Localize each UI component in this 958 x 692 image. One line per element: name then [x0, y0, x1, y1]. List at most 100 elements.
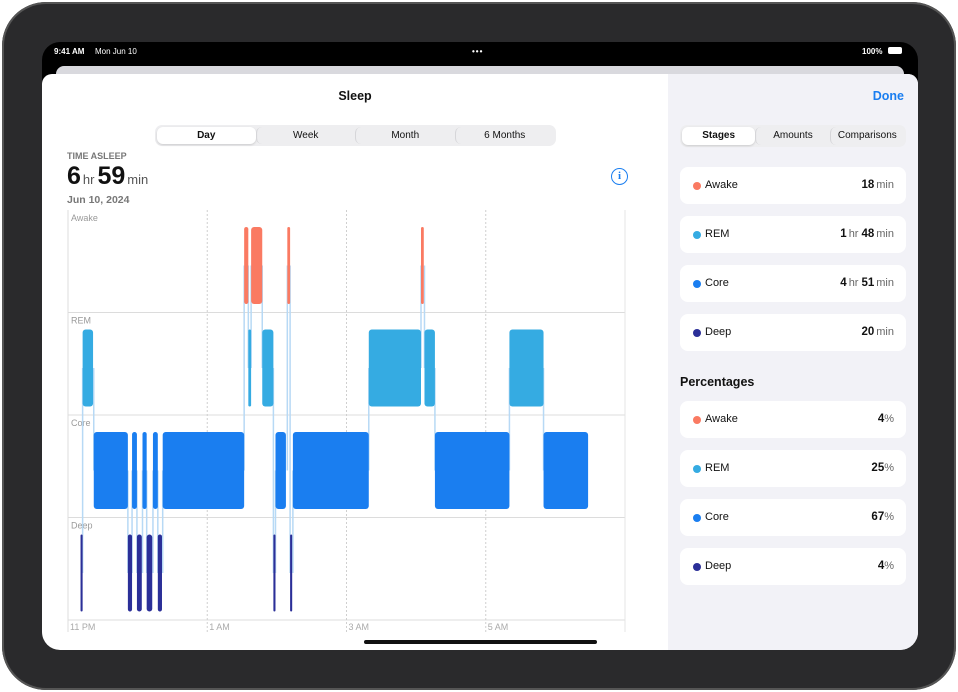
- hours-unit: hr: [82, 172, 95, 187]
- duration-unit: min: [876, 326, 894, 338]
- sleep-segment: [152, 432, 158, 509]
- sleep-segment: [127, 534, 133, 612]
- sleep-chart: Awake REM Core Deep 11 PM 1 AM 3 AM 5 AM: [67, 210, 626, 632]
- sleep-segment: [80, 534, 83, 612]
- sleep-sheet: Sleep Day Week Month 6 Months TIME ASLEEP 6…: [42, 74, 918, 650]
- minutes-unit: min: [127, 172, 149, 187]
- x-tick-label: 1 AM: [209, 622, 230, 632]
- percentage: 67%: [871, 511, 894, 523]
- duration-value: 51: [861, 277, 875, 289]
- tab[interactable]: Amounts: [755, 127, 829, 145]
- sleep-segment: [292, 432, 369, 509]
- duration-value: 4: [840, 277, 847, 289]
- sleep-segment: [146, 534, 153, 612]
- x-tick-label: 5 AM: [488, 622, 509, 632]
- sleep-segment: [424, 329, 435, 407]
- sleep-segment: [157, 534, 162, 612]
- percentage-unit: %: [884, 462, 894, 474]
- stage-duration: 18 min: [861, 179, 894, 191]
- sleep-segment: [273, 534, 276, 612]
- duration-unit: min: [876, 277, 894, 289]
- summary-label: TIME ASLEEP: [67, 151, 127, 161]
- stage-card: REM 1 hr 48 min: [680, 216, 906, 253]
- stage-name: Awake: [705, 179, 738, 191]
- percentage-value: 4: [877, 413, 885, 425]
- done-button[interactable]: Done: [872, 89, 904, 103]
- sleep-segment: [93, 432, 128, 509]
- stage-name: REM: [705, 462, 730, 474]
- sleep-segment: [248, 329, 252, 407]
- summary-value: 6 hr 59 min: [67, 162, 148, 191]
- stage-dot: [693, 563, 701, 571]
- stage-card: Awake 18 min: [680, 167, 906, 204]
- stage-duration: 20 min: [861, 326, 894, 338]
- percentage-value: 4: [877, 560, 885, 572]
- percentage-unit: %: [884, 560, 894, 572]
- home-indicator: [364, 640, 597, 644]
- period-tabs[interactable]: Day Week Month 6 Months: [155, 125, 556, 146]
- duration-unit: hr: [848, 228, 859, 240]
- sheet-title: Sleep: [338, 89, 372, 103]
- stage-label: Awake: [71, 213, 98, 223]
- percentages-title: Percentages: [680, 375, 755, 389]
- status-date: Mon Jun 10: [95, 47, 137, 56]
- stage-label: Deep: [71, 521, 93, 531]
- stage-duration: 4 hr 51 min: [840, 277, 894, 289]
- stage-label: REM: [71, 316, 91, 326]
- x-tick-label: 3 AM: [349, 622, 370, 632]
- hours: 6: [67, 162, 81, 190]
- sleep-segment: [509, 329, 544, 407]
- tab[interactable]: Month: [355, 127, 455, 144]
- x-tick-label: 11 PM: [70, 622, 95, 632]
- percentage: 4%: [878, 560, 894, 572]
- sleep-segment: [162, 432, 245, 509]
- sleep-segment: [368, 329, 421, 407]
- percentage-card: REM 25%: [680, 450, 906, 487]
- stage-name: Deep: [705, 326, 732, 338]
- stage-name: Awake: [705, 413, 738, 425]
- sleep-segment: [132, 432, 137, 509]
- stage-dot: [693, 514, 701, 522]
- percentage-value: 67: [871, 511, 885, 523]
- sleep-segment: [251, 227, 263, 304]
- screen: 9:41 AM Mon Jun 10 ••• 100% Sleep Day Wee…: [42, 42, 918, 650]
- sleep-segment: [142, 432, 147, 509]
- sleep-segment: [420, 227, 424, 304]
- stage-name: REM: [705, 228, 730, 240]
- tab[interactable]: 6 Months: [454, 127, 555, 144]
- info-button[interactable]: i: [611, 168, 628, 185]
- tab[interactable]: Comparisons: [829, 127, 904, 145]
- sleep-segment: [275, 432, 286, 509]
- percentage-card: Awake 4%: [680, 401, 906, 438]
- multitask-dots: •••: [472, 47, 484, 56]
- percentage-value: 25: [871, 462, 885, 474]
- battery-icon: [888, 47, 902, 54]
- sidebar: Done Stages Amounts Comparisons Awake 18 min…: [668, 74, 918, 650]
- duration-value: 1: [840, 228, 847, 240]
- summary-date: Jun 10, 2024: [67, 194, 130, 206]
- tab[interactable]: Day: [157, 127, 256, 144]
- percentage: 4%: [878, 413, 894, 425]
- stage-dot: [693, 231, 701, 239]
- percentage: 25%: [871, 462, 894, 474]
- tab[interactable]: Week: [255, 127, 356, 144]
- sidebar-tabs[interactable]: Stages Amounts Comparisons: [680, 125, 906, 147]
- percentage-unit: %: [884, 511, 894, 523]
- duration-value: 18: [861, 179, 875, 191]
- sleep-segment: [287, 227, 291, 304]
- tab[interactable]: Stages: [682, 127, 756, 145]
- stage-card: Deep 20 min: [680, 314, 906, 351]
- duration-value: 48: [861, 228, 875, 240]
- stage-duration: 1 hr 48 min: [840, 228, 894, 240]
- stage-dot: [693, 280, 701, 288]
- sleep-segment: [136, 534, 142, 612]
- duration-unit: min: [876, 179, 894, 191]
- sleep-segment: [262, 329, 274, 407]
- status-time: 9:41 AM: [54, 47, 85, 56]
- percentage-card: Core 67%: [680, 499, 906, 536]
- sleep-segment: [82, 329, 94, 407]
- stage-dot: [693, 329, 701, 337]
- stage-name: Core: [705, 511, 729, 523]
